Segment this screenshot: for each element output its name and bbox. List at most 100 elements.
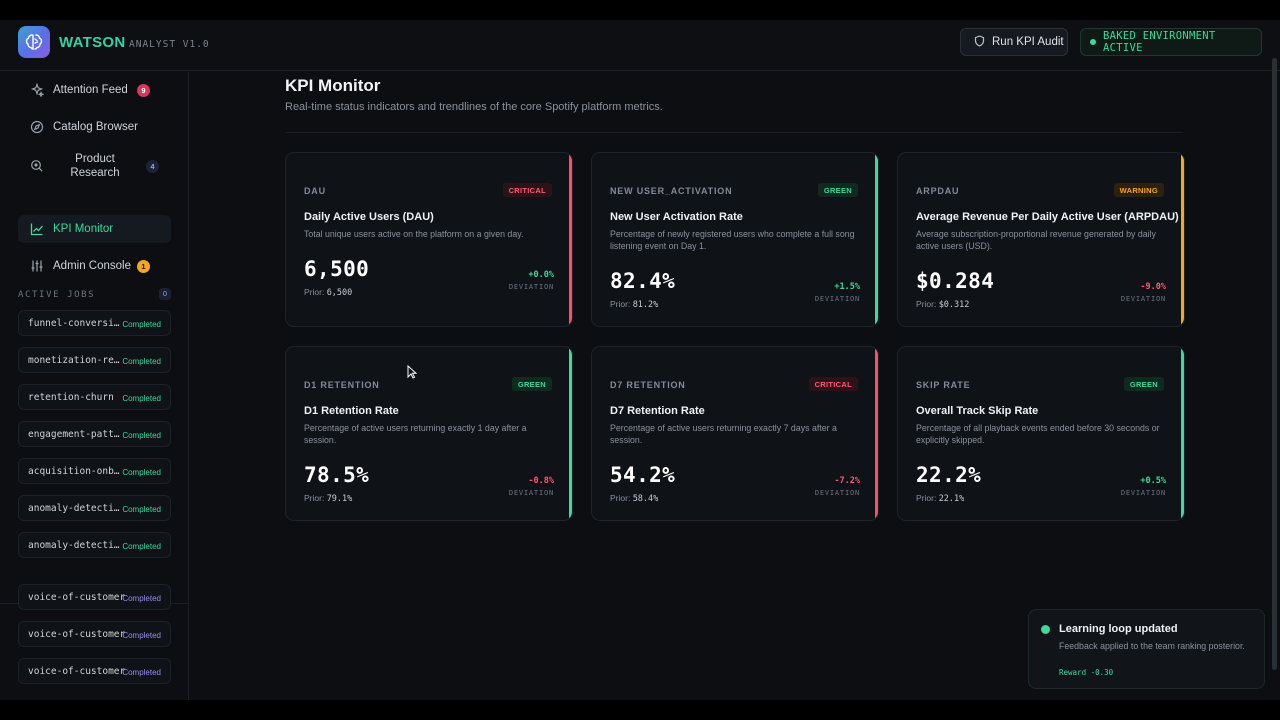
status-badge: GREEN bbox=[511, 377, 552, 391]
top-bar: WATSON ANALYST V1.0 Run KPI Audit BAKED … bbox=[0, 20, 1280, 71]
job-name: voice-of-customer bbox=[28, 666, 126, 677]
job-status: Completed bbox=[122, 393, 161, 403]
kpi-description: Percentage of all playback events ended … bbox=[916, 423, 1160, 445]
kpi-title: Overall Track Skip Rate bbox=[916, 405, 1039, 417]
sidebar-item-product-research[interactable]: Product Research 4 bbox=[18, 150, 171, 182]
job-name: engagement-patterns bbox=[28, 429, 120, 440]
job-item[interactable]: acquisition-onboardingCompleted bbox=[18, 458, 171, 484]
job-item[interactable]: voice-of-customer Completed bbox=[18, 621, 171, 647]
deviation-label: DEVIATION bbox=[814, 489, 860, 497]
kpi-prior: Prior: 58.4% bbox=[610, 493, 658, 504]
kpi-card-d1-retention[interactable]: D1 RETENTION GREEN D1 Retention Rate Per… bbox=[285, 346, 573, 521]
kpi-key: SKIP RATE bbox=[916, 380, 971, 390]
status-badge: GREEN bbox=[1123, 377, 1164, 391]
kpi-card-skip-rate[interactable]: SKIP RATE GREEN Overall Track Skip Rate … bbox=[897, 346, 1185, 521]
prior-value: 6,500 bbox=[326, 288, 353, 298]
prior-value: 58.4% bbox=[632, 494, 659, 504]
kpi-deviation: +1.5% bbox=[834, 282, 860, 292]
job-item[interactable]: engagement-patternsCompleted bbox=[18, 421, 171, 447]
job-name: funnel-conversion bbox=[28, 318, 120, 329]
prior-label: Prior: bbox=[610, 493, 631, 503]
job-item[interactable]: voice-of-customer Completed bbox=[18, 658, 171, 684]
deviation-label: DEVIATION bbox=[1120, 489, 1166, 497]
status-badge: CRITICAL bbox=[502, 183, 552, 197]
kpi-prior: Prior: 22.1% bbox=[916, 493, 964, 504]
job-item[interactable]: anomaly-detection Completed bbox=[18, 495, 171, 521]
page-title: KPI Monitor bbox=[285, 76, 381, 95]
kpi-deviation: +0.0% bbox=[528, 270, 554, 280]
kpi-description: Percentage of newly registered users who… bbox=[610, 229, 855, 251]
job-status: Completed bbox=[122, 541, 161, 551]
toast-body: Feedback applied to the team ranking pos… bbox=[1059, 641, 1245, 651]
kpi-description: Average subscription-proportional revenu… bbox=[916, 229, 1156, 251]
job-status: Completed bbox=[122, 593, 161, 603]
job-status: Completed bbox=[122, 667, 161, 677]
active-jobs-count: 0 bbox=[159, 288, 171, 300]
kpi-prior: Prior: 81.2% bbox=[610, 299, 658, 310]
kpi-card-new-user-activation[interactable]: NEW USER_ACTIVATION GREEN New User Activ… bbox=[591, 152, 879, 327]
page-scrollbar[interactable] bbox=[1272, 58, 1277, 670]
kpi-title: New User Activation Rate bbox=[610, 211, 743, 223]
kpi-prior: Prior: 6,500 bbox=[304, 287, 352, 298]
toast-title: Learning loop updated bbox=[1059, 623, 1178, 635]
job-status: Completed bbox=[122, 319, 161, 329]
sidebar-item-kpi-monitor[interactable]: KPI Monitor bbox=[18, 215, 171, 243]
kpi-key: D1 RETENTION bbox=[304, 380, 380, 390]
app-window: WATSON ANALYST V1.0 Run KPI Audit BAKED … bbox=[0, 20, 1280, 700]
job-item[interactable]: anomaly-detection Completed bbox=[18, 532, 171, 558]
sidebar-item-attention-feed[interactable]: Attention Feed 9 bbox=[18, 76, 171, 104]
job-status: Completed bbox=[122, 630, 161, 640]
job-item[interactable]: retention-churn Completed bbox=[18, 384, 171, 410]
prior-value: 22.1% bbox=[938, 494, 965, 504]
kpi-value: 6,500 bbox=[304, 257, 370, 281]
kpi-deviation: +0.5% bbox=[1140, 476, 1166, 486]
sidebar-item-admin-console[interactable]: Admin Console 1 bbox=[18, 252, 171, 280]
kpi-title: Daily Active Users (DAU) bbox=[304, 211, 434, 223]
kpi-key: ARPDAU bbox=[916, 186, 960, 196]
environment-status-label: BAKED ENVIRONMENT ACTIVE bbox=[1102, 30, 1216, 54]
warning-count-badge: 1 bbox=[137, 259, 150, 273]
brand-name: WATSON bbox=[59, 34, 126, 51]
kpi-card-d7-retention[interactable]: D7 RETENTION CRITICAL D7 Retention Rate … bbox=[591, 346, 879, 521]
mouse-cursor-icon bbox=[407, 364, 418, 384]
page-subtitle: Real-time status indicators and trendlin… bbox=[285, 101, 663, 113]
sidebar-item-label: Admin Console bbox=[53, 260, 131, 272]
status-badge: GREEN bbox=[817, 183, 858, 197]
card-accent-bar bbox=[875, 347, 878, 520]
brain-logo-icon bbox=[18, 26, 50, 58]
job-name: retention-churn bbox=[28, 392, 114, 403]
chart-line-icon bbox=[29, 222, 44, 237]
kpi-key: D7 RETENTION bbox=[610, 380, 686, 390]
search-icon bbox=[29, 159, 44, 174]
kpi-value: 78.5% bbox=[304, 463, 370, 487]
deviation-label: DEVIATION bbox=[814, 295, 860, 303]
prior-value: $0.312 bbox=[938, 300, 970, 310]
sidebar-item-label: KPI Monitor bbox=[53, 223, 114, 235]
sidebar-item-label: Attention Feed bbox=[53, 84, 128, 96]
notification-toast[interactable]: Learning loop updated Feedback applied t… bbox=[1028, 609, 1265, 689]
sidebar: Attention Feed 9 Catalog Browser Product… bbox=[0, 72, 189, 700]
run-kpi-audit-button[interactable]: Run KPI Audit bbox=[960, 28, 1068, 56]
kpi-key: DAU bbox=[304, 186, 326, 196]
environment-status-badge: BAKED ENVIRONMENT ACTIVE bbox=[1080, 28, 1262, 56]
kpi-description: Percentage of active users returning exa… bbox=[304, 423, 527, 445]
card-accent-bar bbox=[569, 153, 572, 326]
header-divider bbox=[285, 132, 1183, 133]
status-dot-icon bbox=[1090, 39, 1096, 45]
sparkle-icon bbox=[29, 83, 44, 98]
prior-label: Prior: bbox=[916, 299, 937, 309]
sidebar-item-catalog-browser[interactable]: Catalog Browser bbox=[18, 113, 171, 141]
success-dot-icon bbox=[1041, 625, 1050, 634]
notification-count-badge: 9 bbox=[137, 83, 150, 97]
job-item[interactable]: funnel-conversion Completed bbox=[18, 310, 171, 336]
job-item[interactable]: monetization-revenueCompleted bbox=[18, 347, 171, 373]
deviation-label: DEVIATION bbox=[508, 283, 554, 291]
prior-label: Prior: bbox=[304, 493, 325, 503]
status-badge: WARNING bbox=[1113, 183, 1164, 197]
kpi-card-dau[interactable]: DAU CRITICAL Daily Active Users (DAU) To… bbox=[285, 152, 573, 327]
kpi-card-arpdau[interactable]: ARPDAU WARNING Average Revenue Per Daily… bbox=[897, 152, 1185, 327]
sidebar-item-label: Product Research bbox=[70, 152, 120, 180]
job-item[interactable]: voice-of-customer Completed bbox=[18, 584, 171, 610]
job-name: anomaly-detection bbox=[28, 503, 120, 514]
kpi-description: Total unique users active on the platfor… bbox=[304, 229, 524, 239]
